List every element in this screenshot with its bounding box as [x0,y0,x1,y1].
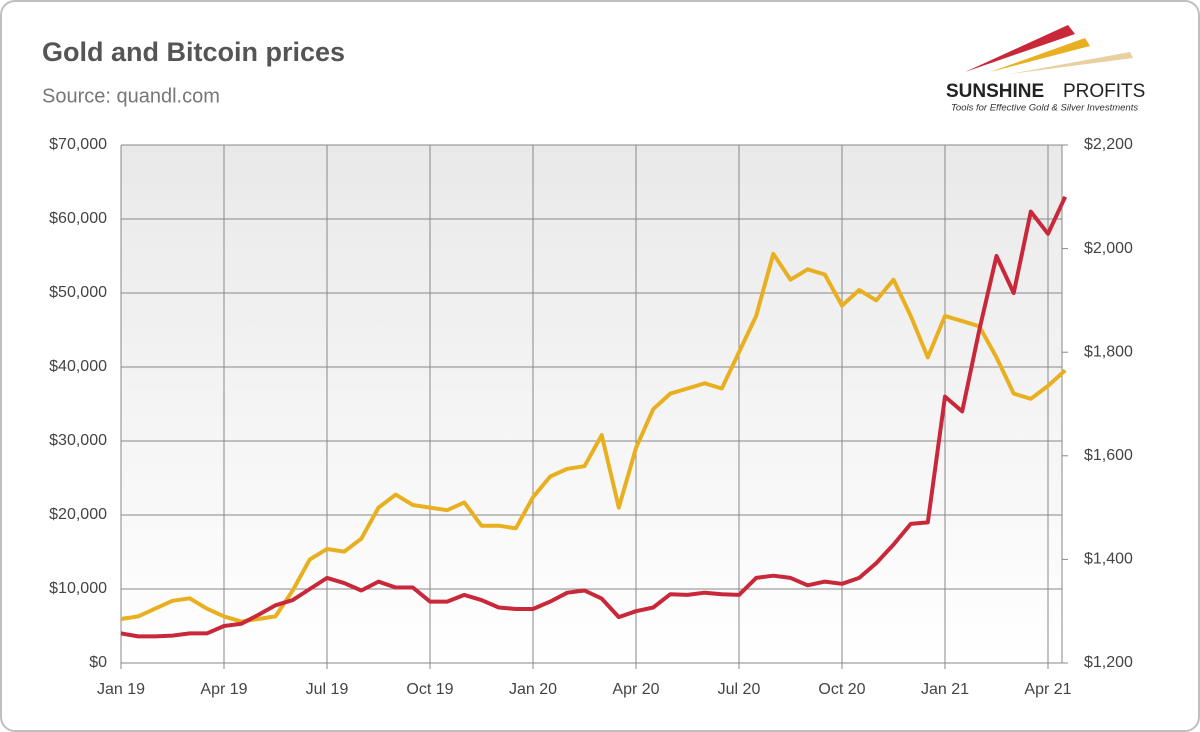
logo: SUNSHINE PROFITS Tools for Effective Gol… [946,25,1145,114]
series-line [120,251,1067,624]
y-tick-label: $60,000 [49,210,107,227]
x-tick-label: Jan 21 [921,681,969,698]
chart-title: Gold and Bitcoin prices [42,37,345,67]
series-line [120,195,1068,639]
y-tick-label: $40,000 [49,358,107,375]
logo-swoosh [965,25,1075,72]
y2-tick-label: $2,000 [1084,240,1133,257]
x-tick-label: Apr 21 [1024,681,1071,698]
y-tick-label: $30,000 [49,432,107,449]
y2-tick-label: $2,200 [1084,136,1133,153]
y-tick-label: $0 [89,654,107,671]
x-tick-label: Oct 19 [406,681,453,698]
x-tick-label: Apr 20 [612,681,659,698]
x-tick-label: Jul 19 [306,681,349,698]
logo-tagline: Tools for Effective Gold & Silver Invest… [951,103,1138,114]
y2-tick-label: $1,200 [1084,654,1133,671]
y2-tick-label: $1,800 [1084,343,1133,360]
x-tick-label: Jan 20 [509,681,557,698]
x-tick-label: Oct 20 [818,681,865,698]
x-tick-label: Jan 19 [97,681,145,698]
logo-brand: SUNSHINE [946,81,1044,102]
y-tick-label: $10,000 [49,580,107,597]
logo-swoosh [990,38,1090,72]
y2-tick-label: $1,400 [1084,551,1133,568]
y-tick-label: $50,000 [49,284,107,301]
logo-swoosh [1010,52,1133,74]
x-tick-label: Apr 19 [200,681,247,698]
y-tick-label: $20,000 [49,506,107,523]
y2-tick-label: $1,600 [1084,447,1133,464]
logo-brand: PROFITS [1063,81,1145,102]
y-tick-label: $70,000 [49,136,107,153]
plot-area [121,145,1062,663]
x-tick-label: Jul 20 [718,681,761,698]
chart-subtitle: Source: quandl.com [42,85,220,107]
